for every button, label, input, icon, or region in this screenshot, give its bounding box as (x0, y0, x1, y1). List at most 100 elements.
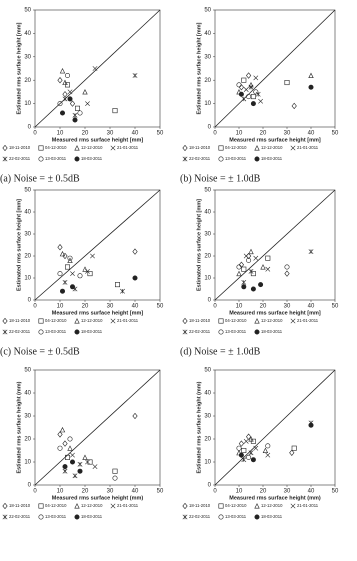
legend-label: 22-02-2011 (189, 156, 211, 161)
marker (57, 431, 63, 438)
y-tick-label: 20 (204, 254, 211, 260)
marker (38, 503, 44, 509)
x-tick-label: 20 (260, 131, 267, 137)
x-tick-label: 50 (332, 304, 339, 310)
legend-label: 12-12-2010 (261, 318, 283, 323)
legend-label: 18-11-2010 (189, 318, 211, 323)
marker (218, 329, 224, 335)
marker (67, 255, 73, 261)
marker (67, 436, 73, 442)
marker (69, 100, 76, 107)
x-axis-label: Measured rms surface height (mm) (229, 495, 321, 501)
x-axis-label: Measured rms surface height [mm] (52, 310, 144, 316)
y-tick-label: 20 (24, 254, 31, 260)
x-tick-label: 0 (213, 304, 217, 310)
marker (308, 249, 314, 255)
y-tick-label: 10 (204, 101, 211, 107)
caption: (d) Noise = ± 1.0dB (180, 346, 261, 357)
marker (260, 264, 266, 270)
legend-label: 18-11-2010 (9, 145, 31, 150)
marker (265, 452, 271, 458)
legend-label: 13-03-2011 (45, 514, 67, 519)
x-axis-label: Measured rms surface height [mm] (229, 137, 321, 143)
legend-label: 12-12-2010 (81, 318, 103, 323)
marker (308, 84, 314, 90)
marker (57, 244, 63, 251)
marker (243, 438, 249, 444)
marker (253, 75, 259, 81)
marker (258, 98, 264, 104)
marker (243, 87, 249, 92)
marker (77, 110, 83, 116)
marker (67, 445, 73, 451)
plot-frame (214, 369, 336, 486)
marker (246, 252, 252, 260)
marker (258, 282, 264, 288)
x-axis-label: Measured rms surface height (mm) (52, 495, 144, 501)
y-tick-label: 30 (24, 414, 31, 420)
y-tick-label: 10 (24, 460, 31, 466)
y-tick-label: 40 (24, 31, 31, 37)
x-tick-label: 40 (132, 489, 139, 495)
legend-label: 18-11-2010 (189, 145, 211, 150)
marker (57, 101, 63, 107)
y-tick-label: 10 (24, 101, 31, 107)
one-to-one-line (34, 9, 161, 128)
marker (289, 449, 295, 456)
x-tick-label: 10 (236, 131, 243, 137)
legend-label: 21-01-2011 (297, 503, 319, 508)
marker (87, 459, 93, 465)
legend-label: 18-11-2010 (189, 503, 211, 508)
marker (238, 84, 244, 91)
x-tick-label: 40 (308, 489, 315, 495)
marker (38, 318, 44, 324)
plot-frame (34, 369, 161, 486)
x-tick-label: 20 (82, 304, 89, 310)
legend-label: 04-12-2010 (225, 318, 247, 323)
marker (62, 79, 68, 86)
marker (248, 84, 254, 90)
marker (112, 108, 118, 114)
marker (77, 468, 83, 474)
legend-label: 18-03-2011 (81, 514, 103, 519)
marker (90, 253, 95, 259)
legend-label: 13-03-2011 (45, 329, 67, 334)
marker (284, 270, 290, 277)
x-tick-label: 10 (57, 489, 64, 495)
marker (38, 329, 44, 335)
marker (110, 503, 116, 509)
marker (70, 452, 75, 458)
y-axis-label: Estimated rms surface height [mm] (196, 199, 202, 291)
x-tick-label: 0 (33, 131, 37, 137)
x-tick-label: 20 (260, 489, 267, 495)
marker (57, 271, 63, 277)
marker (238, 91, 244, 97)
marker (241, 96, 247, 102)
marker (110, 318, 116, 324)
x-tick-label: 30 (107, 489, 114, 495)
marker (74, 156, 80, 162)
caption: (c) Noise = ± 0.5dB (0, 346, 80, 357)
marker (67, 96, 73, 102)
marker (62, 96, 68, 102)
marker (82, 266, 88, 272)
y-tick-label: 40 (204, 210, 211, 216)
legend-label: 18-03-2011 (261, 156, 283, 161)
one-to-one-line (34, 189, 161, 301)
marker (291, 445, 297, 451)
marker (248, 450, 254, 456)
y-tick-label: 30 (24, 232, 31, 238)
marker (253, 89, 259, 95)
y-axis-label: Estimated rms surface height [mm] (16, 199, 22, 291)
marker (253, 445, 259, 451)
y-tick-label: 0 (28, 298, 32, 304)
marker (250, 457, 256, 463)
y-tick-label: 30 (204, 54, 211, 60)
x-tick-label: 0 (213, 489, 217, 495)
x-tick-label: 30 (284, 131, 291, 137)
x-tick-label: 10 (57, 304, 64, 310)
legend-label: 18-11-2010 (9, 318, 31, 323)
x-tick-label: 50 (332, 489, 339, 495)
x-axis-label: Measured rms surface height [mm] (52, 137, 144, 143)
y-tick-label: 30 (204, 414, 211, 420)
